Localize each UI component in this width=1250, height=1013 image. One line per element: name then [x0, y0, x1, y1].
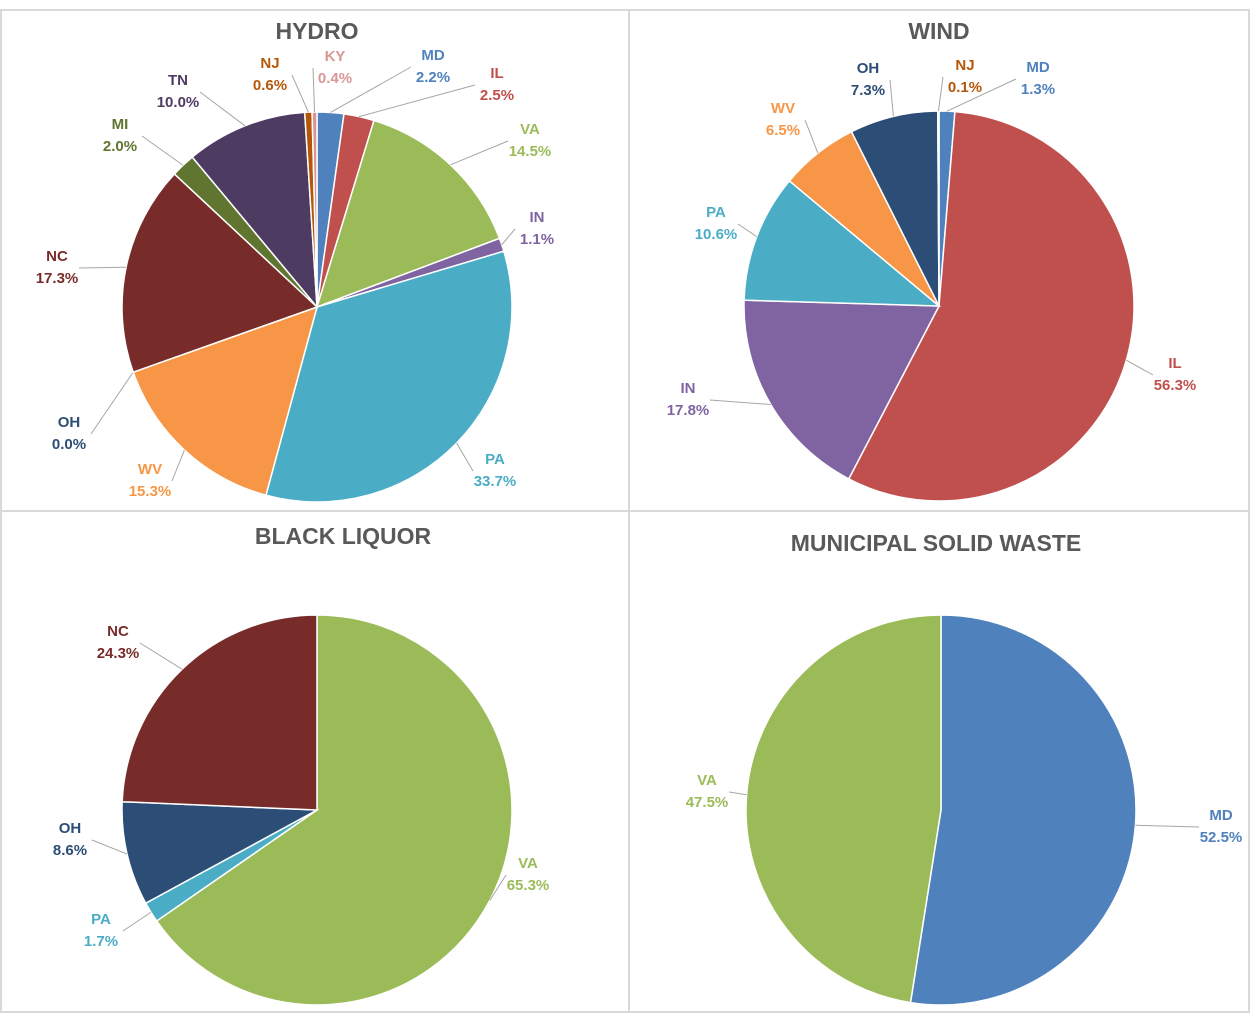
- slice-label: OH: [59, 820, 82, 837]
- slice-value-label: 0.4%: [318, 70, 352, 87]
- leader-line: [946, 78, 1017, 112]
- leader-line: [804, 119, 819, 154]
- slice-label: WV: [771, 100, 795, 117]
- slice-value-label: 2.2%: [416, 69, 450, 86]
- slice-value-label: 33.7%: [474, 473, 517, 490]
- slice-value-label: 2.0%: [103, 138, 137, 155]
- chart-title: HYDRO: [275, 18, 358, 44]
- pie-slice: [121, 614, 318, 811]
- pie-slice: [121, 172, 319, 374]
- leader-line: [171, 449, 185, 482]
- slice-label: MI: [112, 116, 129, 133]
- pie-slice: [191, 111, 318, 310]
- slice-value-label: 15.3%: [129, 483, 172, 500]
- slice-value-label: 17.8%: [667, 402, 710, 419]
- chart-title: MUNICIPAL SOLID WASTE: [791, 530, 1082, 556]
- slice-value-label: 24.3%: [97, 645, 140, 662]
- leader-line: [291, 74, 309, 113]
- slice-value-label: 10.0%: [157, 94, 200, 111]
- slice-label: PA: [91, 911, 111, 928]
- slice-value-label: 0.0%: [52, 436, 86, 453]
- leader-line: [330, 66, 412, 113]
- leader-line: [122, 911, 152, 932]
- slice-label: PA: [485, 451, 505, 468]
- slice-value-label: 56.3%: [1154, 377, 1197, 394]
- slice-label: IL: [1168, 355, 1181, 372]
- slice-label: IN: [681, 380, 696, 397]
- pie-slice: [847, 110, 1135, 502]
- slice-label: NJ: [955, 57, 974, 74]
- leader-line: [78, 266, 127, 269]
- leader-line: [489, 874, 507, 901]
- slice-value-label: 10.6%: [695, 226, 738, 243]
- panel-border: [0, 9, 1250, 1013]
- slice-value-label: 7.3%: [851, 82, 885, 99]
- slice-label: NC: [107, 623, 129, 640]
- slice-label: IN: [530, 209, 545, 226]
- leader-line: [501, 228, 516, 246]
- chart-title: BLACK LIQUOR: [255, 523, 432, 549]
- slice-label: OH: [58, 414, 81, 431]
- pie-slice: [265, 250, 513, 503]
- pie-slice: [745, 614, 942, 1004]
- slice-value-label: 52.5%: [1200, 829, 1243, 846]
- leader-line: [937, 76, 944, 112]
- leader-line: [312, 67, 316, 113]
- leader-line: [199, 91, 246, 127]
- slice-label: MD: [421, 47, 444, 64]
- slice-label: VA: [697, 772, 717, 789]
- slice-label: TN: [168, 72, 188, 89]
- slice-label: WV: [138, 461, 162, 478]
- leader-line: [709, 399, 771, 406]
- slice-value-label: 0.1%: [948, 79, 982, 96]
- leader-line: [737, 223, 758, 238]
- slice-label: VA: [520, 121, 540, 138]
- slice-value-label: 2.5%: [480, 87, 514, 104]
- chart-title: WIND: [908, 18, 969, 44]
- slice-value-label: 1.7%: [84, 933, 118, 950]
- leader-line: [91, 839, 128, 855]
- pie-slice: [937, 110, 940, 307]
- slice-label: NJ: [260, 55, 279, 72]
- slice-label: IL: [490, 65, 503, 82]
- leader-line: [90, 371, 134, 435]
- slice-label: KY: [325, 48, 346, 65]
- slice-label: MD: [1209, 807, 1232, 824]
- leader-line: [450, 140, 509, 166]
- slice-value-label: 1.3%: [1021, 81, 1055, 98]
- leader-line: [358, 84, 476, 118]
- leader-line: [456, 442, 474, 472]
- slice-label: NC: [46, 248, 68, 265]
- slice-value-label: 1.1%: [520, 231, 554, 248]
- pie-slice: [909, 614, 1137, 1006]
- slice-label: OH: [857, 60, 880, 77]
- slice-value-label: 6.5%: [766, 122, 800, 139]
- slice-value-label: 14.5%: [509, 143, 552, 160]
- leader-line: [141, 135, 184, 166]
- slice-label: PA: [706, 204, 726, 221]
- slice-value-label: 8.6%: [53, 842, 87, 859]
- pie-slice: [155, 614, 513, 1006]
- slice-label: MD: [1026, 59, 1049, 76]
- slice-value-label: 17.3%: [36, 270, 79, 287]
- pie-slice: [121, 800, 320, 905]
- slice-value-label: 0.6%: [253, 77, 287, 94]
- leader-line: [728, 791, 747, 796]
- pie-slice: [132, 305, 319, 497]
- leader-line: [1135, 824, 1200, 828]
- slice-label: VA: [518, 855, 538, 872]
- pie-slice: [743, 299, 941, 480]
- slice-value-label: 47.5%: [686, 794, 729, 811]
- leader-line: [139, 642, 183, 670]
- slice-value-label: 65.3%: [507, 877, 550, 894]
- pie-slice: [315, 119, 501, 309]
- leader-line: [1126, 359, 1154, 376]
- leader-line: [889, 79, 894, 117]
